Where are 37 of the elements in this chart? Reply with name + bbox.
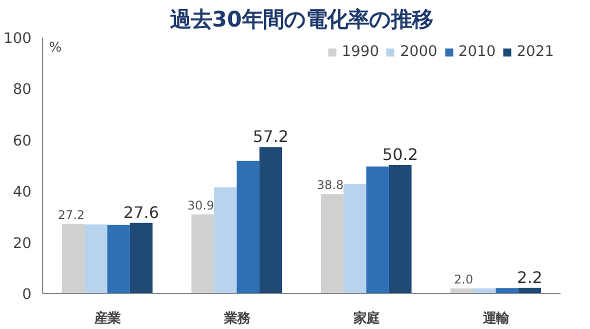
bar	[84, 224, 108, 294]
legend-label: 2000	[400, 43, 438, 60]
y-tick-label: 40	[12, 184, 32, 201]
bar	[259, 147, 282, 294]
bar	[366, 166, 389, 294]
y-tick-label: 20	[12, 234, 32, 252]
y-tick-label: 100	[4, 30, 32, 47]
data-label: 2.2	[517, 268, 542, 287]
data-label: 57.2	[252, 127, 289, 146]
bar	[236, 160, 260, 294]
chart-title: 過去30年間の電化率の推移	[169, 8, 433, 32]
bar	[191, 214, 214, 294]
legend-label: 2021	[516, 43, 554, 60]
y-tick-label: 60	[12, 132, 32, 150]
data-label: 38.8	[316, 178, 344, 192]
bar	[62, 224, 85, 294]
x-tick-label: 運輸	[482, 312, 510, 326]
legend-label: 1990	[342, 43, 380, 60]
bar	[107, 224, 130, 294]
bar	[130, 222, 153, 294]
bar	[388, 164, 412, 294]
data-label: 27.2	[58, 208, 85, 222]
data-label: 30.9	[187, 198, 214, 212]
x-tick-label: 産業	[93, 310, 120, 326]
y-tick-label: 80	[12, 81, 32, 98]
bar	[496, 288, 518, 294]
legend-label: 2010	[458, 43, 496, 60]
x-tick-label: 家庭	[352, 310, 380, 326]
y-tick-label: 0	[22, 286, 32, 303]
bar	[320, 194, 344, 294]
y-axis-title: %	[48, 40, 62, 56]
x-tick-label: 業務	[222, 312, 251, 326]
data-label: 2.0	[454, 272, 474, 286]
bar	[214, 187, 237, 294]
data-label: 50.2	[382, 144, 418, 164]
bar	[344, 184, 366, 294]
data-label: 27.6	[123, 202, 160, 222]
